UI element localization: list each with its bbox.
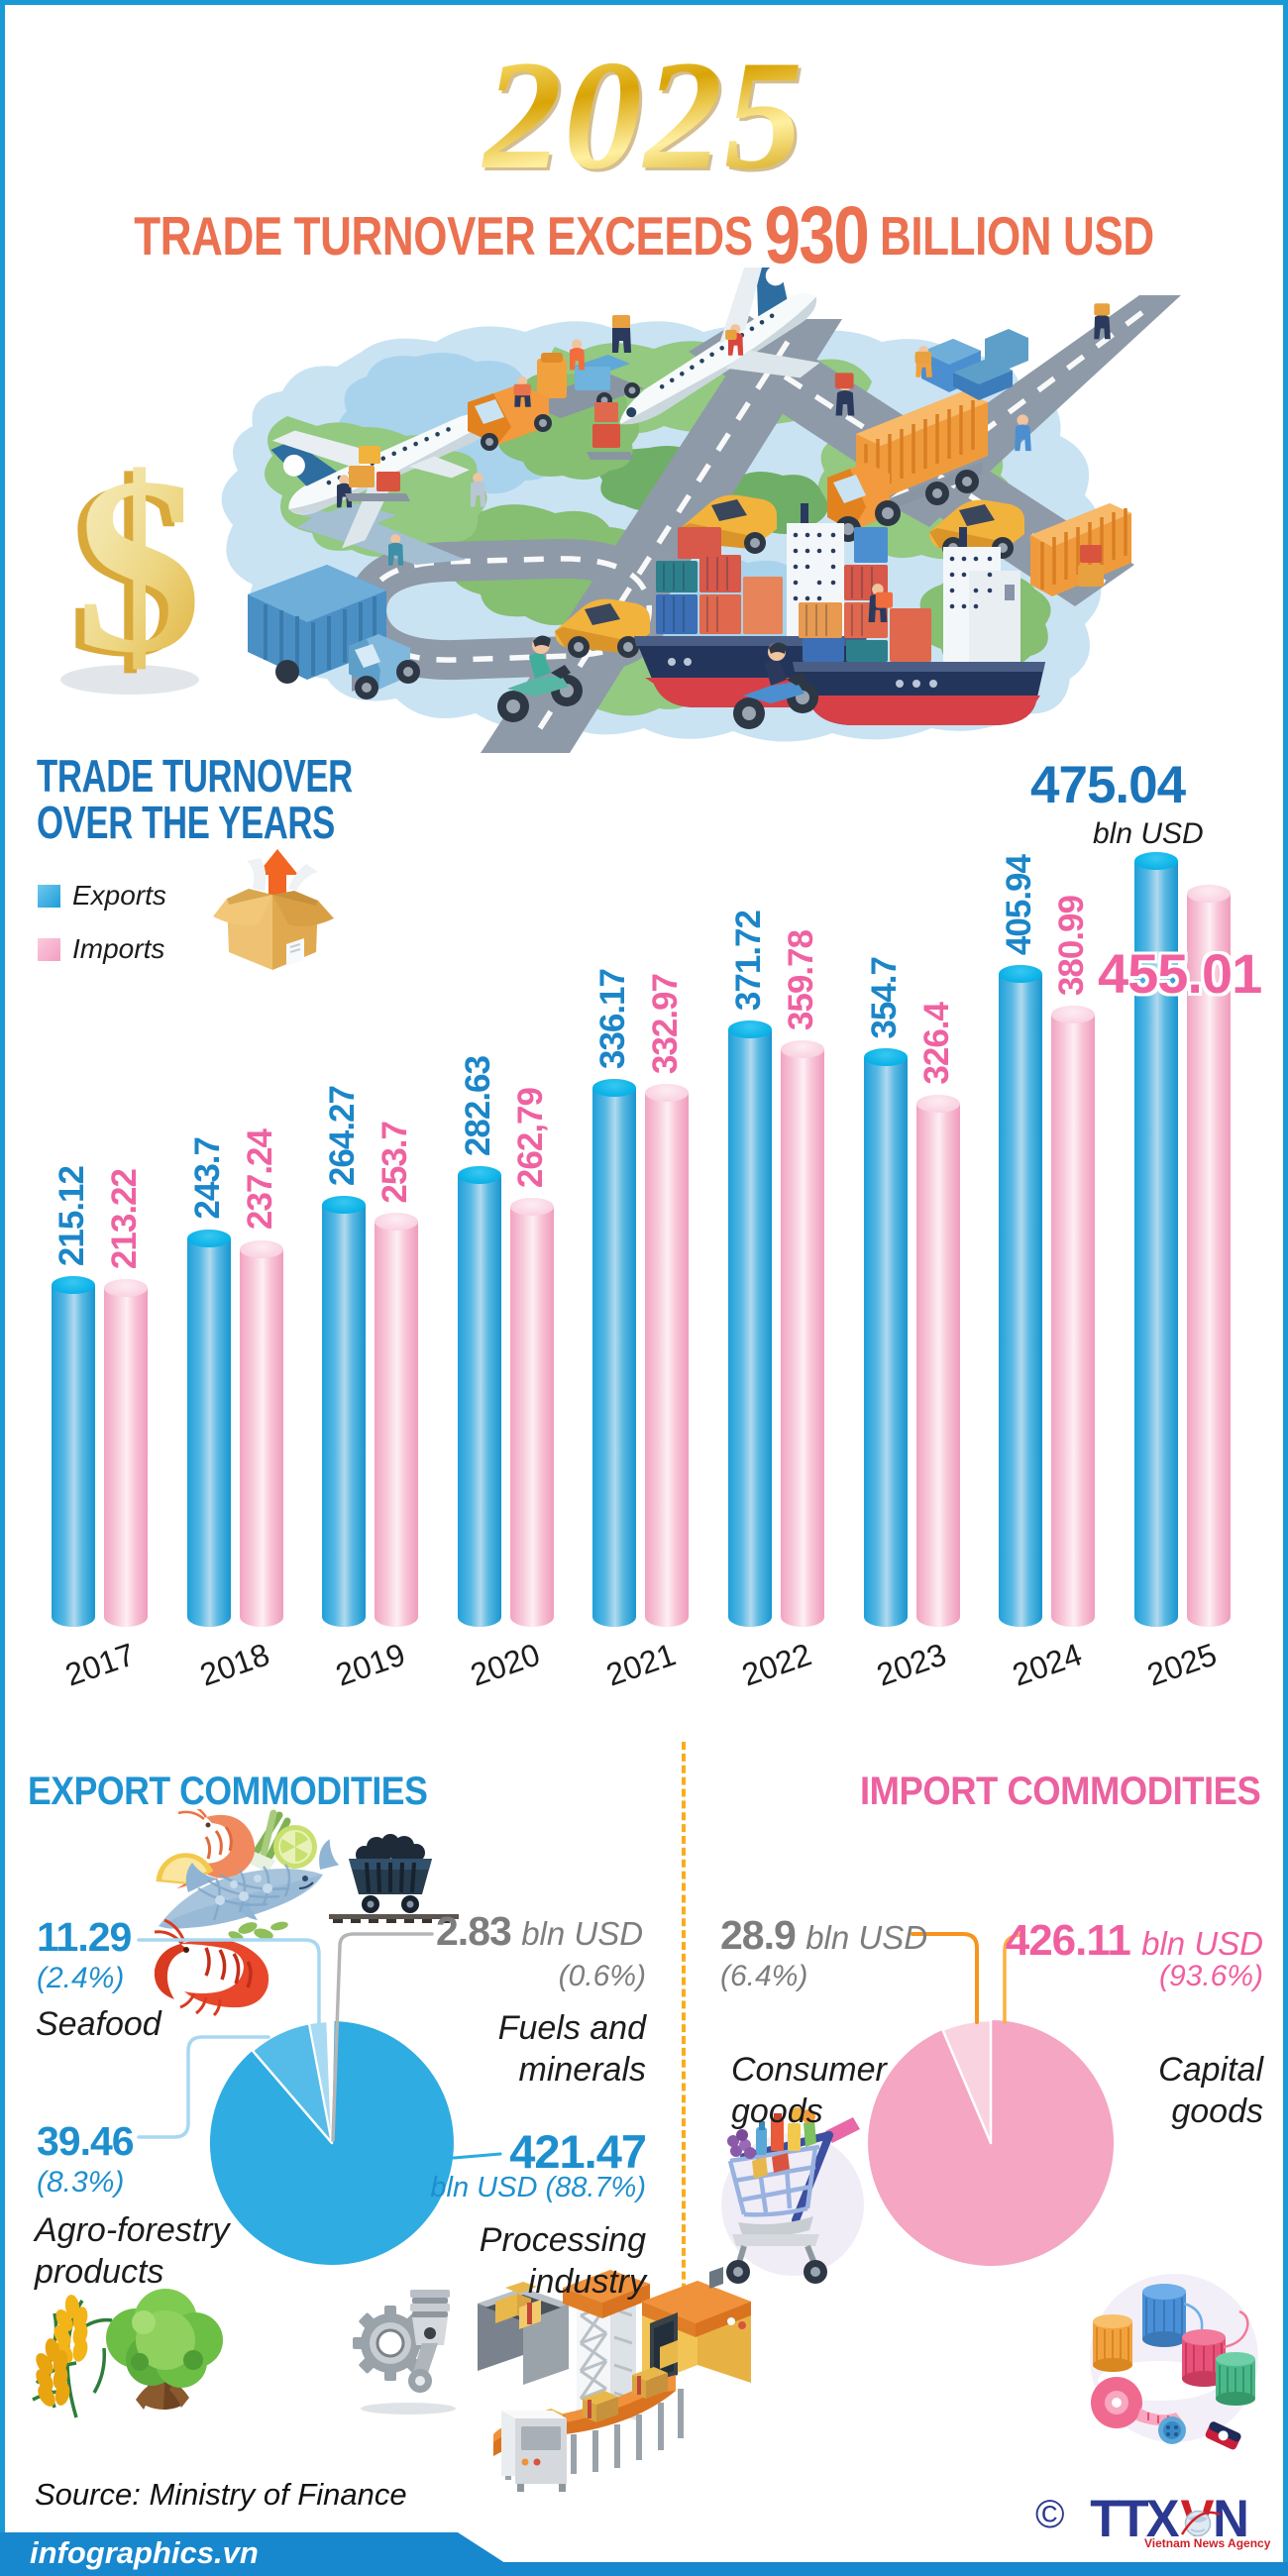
svg-text:TTX: TTX [1090,2490,1180,2548]
svg-text:$: $ [75,426,202,705]
svg-text:$: $ [66,430,193,709]
svg-text:N: N [1213,2490,1246,2548]
svg-text:©: © [1035,2493,1064,2536]
svg-text:Vietnam News Agency: Vietnam News Agency [1144,2536,1271,2550]
